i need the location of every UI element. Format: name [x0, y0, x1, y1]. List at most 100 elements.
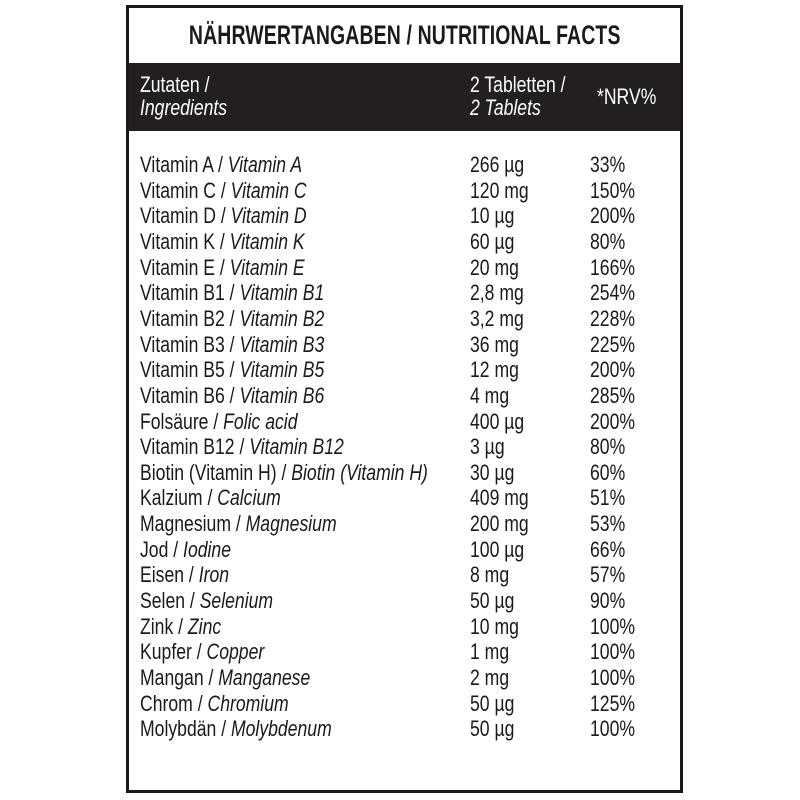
nutrient-name-en: Iron	[198, 562, 230, 588]
nutrient-name-en: Iodine	[183, 536, 232, 562]
nutrient-name: Eisen / Iron	[140, 562, 251, 588]
nutrient-name-en: Zinc	[187, 613, 222, 639]
nutrient-name-de: Magnesium /	[140, 511, 246, 537]
nutrient-name: Kalzium / Calcium	[140, 485, 316, 511]
nutrient-name-de: Vitamin E /	[140, 254, 230, 280]
nutrient-amount-value: 266 µg	[470, 152, 525, 177]
table-row: Chrom / Chromium 50 µg 125%	[129, 691, 680, 717]
nutrient-name-de: Vitamin A /	[140, 152, 228, 177]
nutrient-name-de: Vitamin B1 /	[140, 280, 240, 306]
nutrient-amount-value: 120 mg	[470, 177, 529, 203]
nutrient-nrv: 90%	[590, 588, 634, 614]
nutrient-nrv: 285%	[590, 383, 646, 409]
nutrient-amount: 409 mg	[470, 485, 543, 511]
nutrient-name-en: Vitamin B1	[239, 280, 325, 306]
nutrient-nrv-value: 225%	[590, 331, 636, 357]
nutrient-name: Folsäure / Folic acid	[140, 409, 337, 435]
title-band: NÄHRWERTANGABEN / NUTRITIONAL FACTS	[129, 8, 680, 63]
nutrient-name-en: Manganese	[218, 665, 311, 690]
nutrient-amount: 3,2 mg	[470, 306, 537, 332]
nutrient-nrv: 150%	[590, 178, 646, 204]
nutrient-name: Vitamin B12 / Vitamin B12	[140, 434, 395, 460]
nutrient-name-de: Vitamin K /	[140, 228, 230, 254]
nutrient-name-de: Eisen /	[140, 562, 199, 588]
nutrient-amount: 50 µg	[470, 716, 526, 742]
nutrient-name-en: Copper	[206, 639, 265, 665]
nutrient-amount: 4 mg	[470, 383, 519, 409]
nutrient-nrv-value: 200%	[590, 357, 636, 383]
nutrient-nrv: 100%	[590, 716, 646, 742]
nutrient-nrv: 80%	[590, 229, 634, 255]
nutrient-name-en: Calcium	[217, 485, 281, 511]
header-amount: 2 Tabletten / 2 Tablets	[470, 73, 566, 119]
table-row: Vitamin E / Vitamin E 20 mg 166%	[129, 255, 680, 281]
nutrient-name: Vitamin B2 / Vitamin B2	[140, 306, 370, 332]
nutrient-nrv-value: 57%	[590, 562, 626, 588]
nutrient-name-en: Vitamin D	[230, 203, 307, 229]
nutrient-nrv: 200%	[590, 409, 646, 435]
nutrient-amount-value: 400 µg	[470, 408, 525, 434]
table-row: Folsäure / Folic acid 400 µg 200%	[129, 409, 680, 435]
nutrient-nrv-value: 90%	[590, 588, 626, 614]
nutrient-nrv: 80%	[590, 434, 634, 460]
nutrient-name-en: Biotin (Vitamin H)	[291, 459, 428, 485]
nutrient-name: Selen / Selenium	[140, 588, 306, 614]
nutrient-nrv: 53%	[590, 511, 634, 537]
nutrient-name: Biotin (Vitamin H) / Biotin (Vitamin H)	[140, 460, 500, 486]
nutrient-name-de: Vitamin D /	[140, 203, 231, 229]
nutrient-amount-value: 4 mg	[470, 382, 510, 408]
nutrient-name: Magnesium / Magnesium	[140, 511, 386, 537]
header-ingredients-de: Zutaten /	[140, 72, 210, 97]
nutrient-nrv: 100%	[590, 614, 646, 640]
nutrient-nrv: 200%	[590, 203, 646, 229]
nutrient-amount-value: 12 mg	[470, 357, 519, 383]
nutrient-nrv: 225%	[590, 332, 646, 358]
nutrient-nrv-value: 254%	[590, 280, 636, 306]
nutrient-name-de: Selen /	[140, 588, 200, 614]
nutrient-name: Jod / Iodine	[140, 537, 254, 563]
table-row: Jod / Iodine 100 µg 66%	[129, 537, 680, 563]
nutrient-amount-value: 100 µg	[470, 536, 525, 562]
nutrient-amount-value: 10 µg	[470, 203, 515, 229]
nutrient-name: Mangan / Manganese	[140, 665, 353, 691]
nutrient-name-de: Kupfer /	[140, 639, 207, 665]
nutrient-nrv: 66%	[590, 537, 634, 563]
nutrient-name-en: Vitamin K	[229, 228, 305, 254]
nutrient-name: Vitamin B6 / Vitamin B6	[140, 383, 370, 409]
nutrient-name-de: Vitamin B6 /	[140, 382, 240, 408]
nutrient-name-de: Chrom /	[140, 690, 208, 716]
nutrient-name-de: Zink /	[140, 613, 188, 639]
nutrient-nrv: 33%	[590, 152, 634, 178]
table-row: Vitamin B12 / Vitamin B12 3 µg 80%	[129, 434, 680, 460]
nutrient-amount: 30 µg	[470, 460, 526, 486]
nutrient-amount: 12 mg	[470, 357, 531, 383]
nutrient-name-de: Vitamin B2 /	[140, 305, 240, 331]
nutrient-name: Vitamin B3 / Vitamin B3	[140, 332, 370, 358]
nutrient-amount: 400 µg	[470, 409, 538, 435]
nutrient-nrv: 60%	[590, 460, 634, 486]
nutrient-name-en: Vitamin B2	[239, 305, 325, 331]
nutrient-amount-value: 8 mg	[470, 562, 510, 588]
nutrient-name-de: Mangan /	[140, 665, 219, 690]
nutrient-amount: 2 mg	[470, 665, 519, 691]
nutrient-amount-value: 60 µg	[470, 228, 515, 254]
nutrient-amount: 8 mg	[470, 562, 519, 588]
nutrient-name: Vitamin B5 / Vitamin B5	[140, 357, 370, 383]
nutrient-nrv-value: 100%	[590, 639, 636, 665]
table-row: Vitamin B2 / Vitamin B2 3,2 mg 228%	[129, 306, 680, 332]
nutrient-name-de: Molybdän /	[140, 716, 231, 742]
table-row: Kupfer / Copper 1 mg 100%	[129, 639, 680, 665]
nutrient-amount-value: 50 µg	[470, 690, 515, 716]
header-amount-en: 2 Tablets	[470, 95, 541, 120]
nutrient-nrv-value: 228%	[590, 305, 636, 331]
nutrient-amount-value: 3,2 mg	[470, 305, 524, 331]
table-row: Vitamin B6 / Vitamin B6 4 mg 285%	[129, 383, 680, 409]
nutrient-name-en: Vitamin B3	[239, 331, 325, 357]
nutrition-facts-panel: NÄHRWERTANGABEN / NUTRITIONAL FACTS Zuta…	[126, 5, 683, 793]
header-nrv: *NRV%	[597, 84, 657, 109]
nutrient-amount-value: 50 µg	[470, 716, 515, 742]
nutrient-nrv: 228%	[590, 306, 646, 332]
table-row: Zink / Zinc 10 mg 100%	[129, 614, 680, 640]
nutrient-name-de: Folsäure /	[140, 408, 224, 434]
nutrient-nrv-value: 80%	[590, 434, 626, 460]
